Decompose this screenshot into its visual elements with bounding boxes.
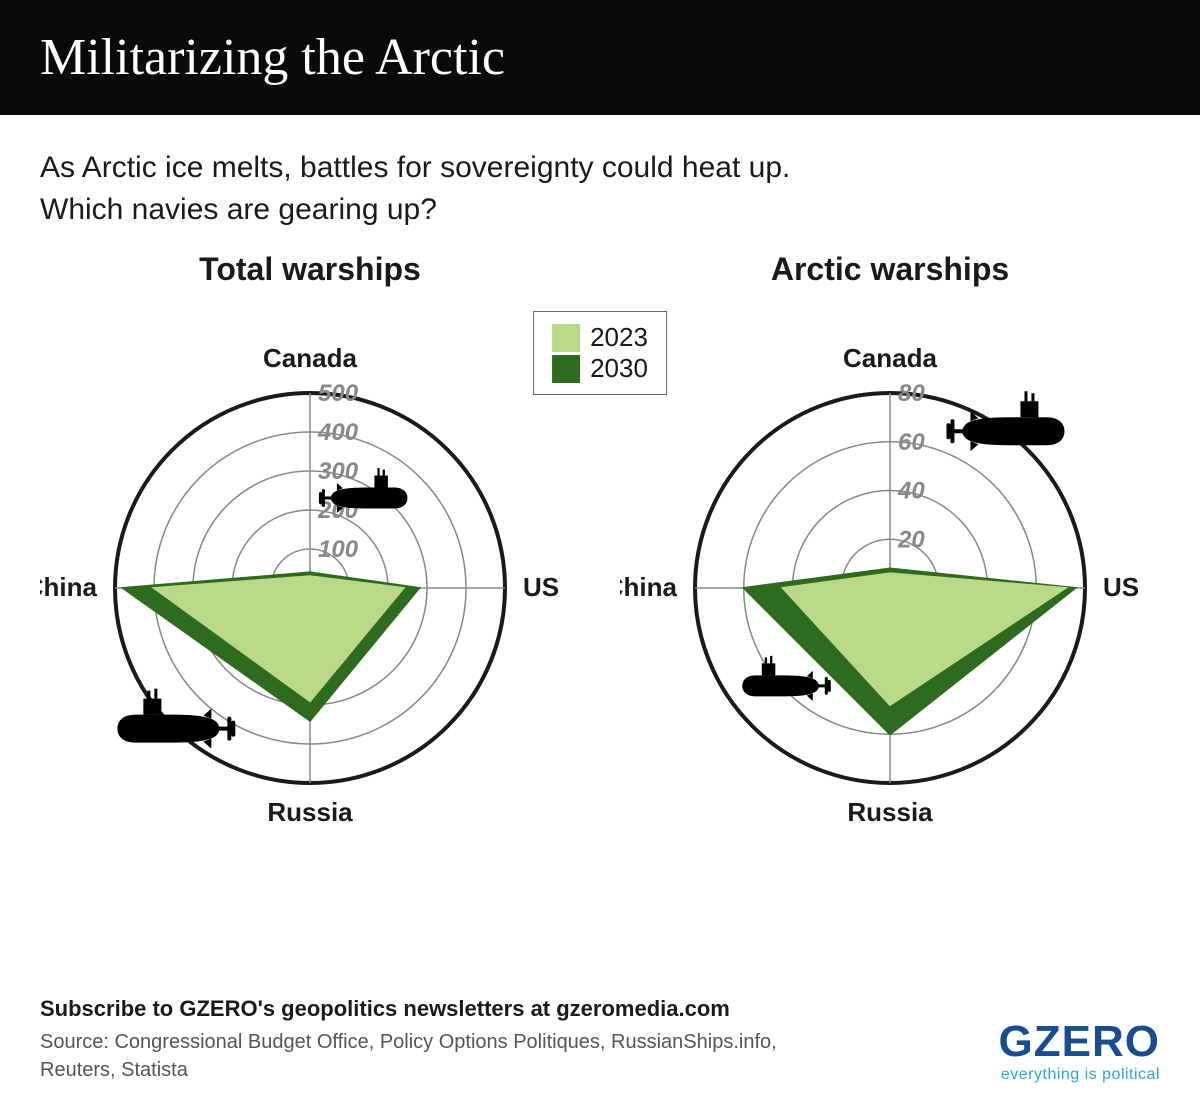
axis-label-us: US [1103,572,1139,602]
chart-title-total: Total warships [40,251,580,288]
legend-label-2023: 2023 [590,322,648,353]
tick-label: 80 [898,380,925,407]
tick-label: 500 [318,380,359,407]
brand-tagline: everything is political [999,1066,1160,1084]
radar-chart-total: 100200300400500CanadaUSRussiaChina [40,308,580,848]
legend: 2023 2030 [533,311,667,395]
legend-swatch-2030 [552,355,580,383]
tick-label: 400 [317,419,359,446]
chart-panel-arctic: Arctic warships 20 40 60 80 Canada US Russia Ch… [620,251,1160,848]
radar-chart-arctic: 20 40 60 80 Canada US Russia China [620,308,1160,848]
chart-panel-total: Total warships 100200300400500CanadaUSRu… [40,251,580,848]
submarine-icon [117,689,233,749]
submarine-icon [742,656,829,701]
legend-label-2030: 2030 [590,353,648,384]
brand-block: GZERO everything is political [999,1020,1160,1084]
subscribe-text: Subscribe to GZERO's geopolitics newslet… [40,996,1160,1022]
source-text: Source: Congressional Budget Office, Pol… [40,1028,840,1084]
submarine-icon [948,391,1064,451]
tick-label: 60 [898,429,925,456]
header-bar: Militarizing the Arctic [0,0,1200,119]
subtitle-line-2: Which navies are gearing up? [40,189,1160,231]
axis-label-russia: Russia [847,797,933,827]
axis-label-canada: Canada [263,343,357,373]
tick-label: 300 [318,458,359,485]
axis-label-us: US [523,572,559,602]
charts-container: 2023 2030 Total warships 100200300400500… [0,241,1200,848]
axis-label-china: China [620,572,678,602]
footer: Subscribe to GZERO's geopolitics newslet… [40,996,1160,1084]
tick-label: 100 [318,536,359,563]
legend-item-2030: 2030 [552,353,648,384]
legend-item-2023: 2023 [552,322,648,353]
subtitle-line-1: As Arctic ice melts, battles for soverei… [40,147,1160,189]
axis-label-china: China [40,572,98,602]
axis-label-russia: Russia [267,797,353,827]
page-title: Militarizing the Arctic [40,28,1160,87]
chart-title-arctic: Arctic warships [620,251,1160,288]
brand-name: GZERO [999,1020,1160,1064]
tick-label: 40 [897,478,925,505]
legend-swatch-2023 [552,324,580,352]
tick-label: 20 [897,526,925,553]
axis-label-canada: Canada [843,343,937,373]
subtitle-area: As Arctic ice melts, battles for soverei… [0,119,1200,241]
